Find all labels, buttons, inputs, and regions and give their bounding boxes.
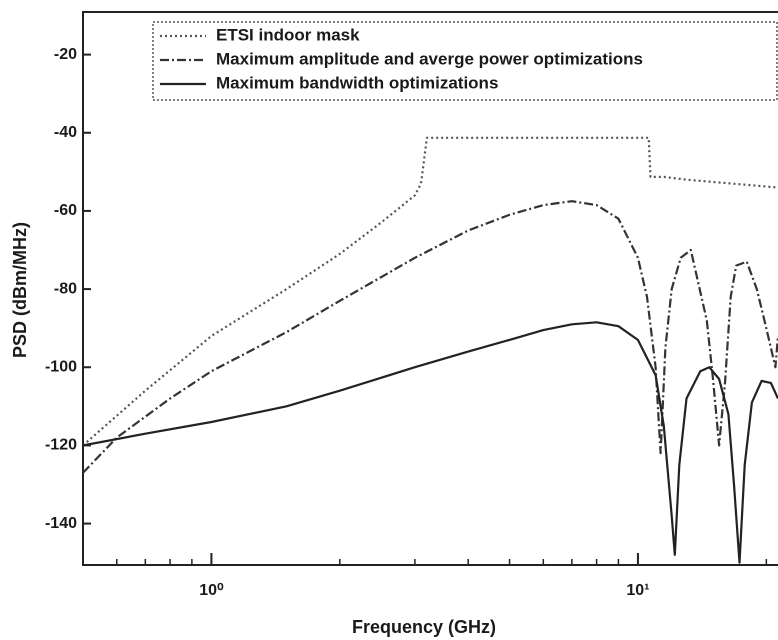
y-tick-label: -40	[54, 124, 77, 141]
y-tick-label: -100	[45, 358, 77, 375]
series-line	[83, 200, 778, 474]
plot-frame	[82, 11, 778, 566]
series-line	[83, 136, 778, 447]
y-tick-label: -140	[45, 515, 77, 532]
y-tick-label: -120	[45, 437, 77, 454]
y-tick-label: -60	[54, 202, 77, 219]
y-tick-label: -80	[54, 280, 77, 297]
legend-label: ETSI indoor mask	[216, 25, 360, 44]
x-tick-label: 10⁰	[199, 582, 224, 599]
legend-box	[152, 21, 778, 101]
legend-label: Maximum amplitude and averge power optim…	[216, 49, 643, 68]
plot-lines	[83, 136, 778, 564]
y-axis-label: PSD (dBm/MHz)	[10, 222, 30, 358]
x-tick-label: 10¹	[626, 582, 649, 599]
y-tick-label: -20	[54, 46, 77, 63]
legend-label: Maximum bandwidth optimizations	[216, 73, 498, 92]
x-axis-label: Frequency (GHz)	[352, 617, 496, 637]
series-line	[83, 321, 778, 564]
